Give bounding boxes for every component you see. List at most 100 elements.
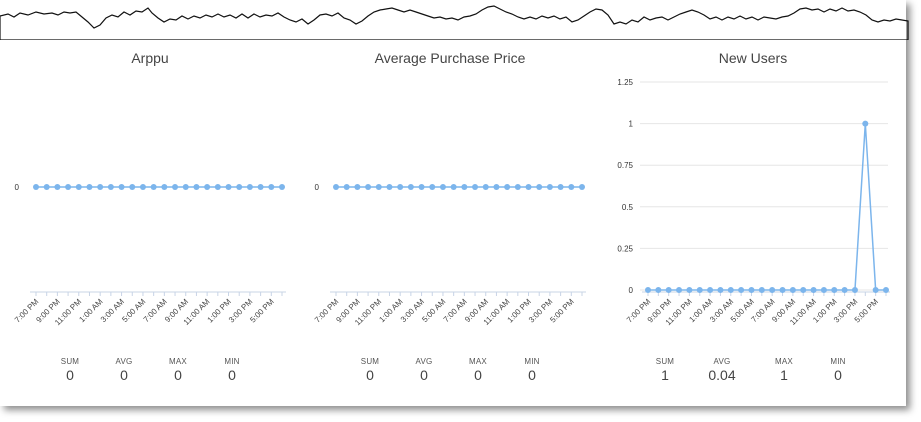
y-tick-label: 0.75: [617, 161, 633, 170]
data-point[interactable]: [504, 184, 511, 190]
stat-min: MIN 0: [202, 357, 262, 383]
data-point[interactable]: [429, 184, 436, 190]
data-point[interactable]: [851, 287, 858, 293]
data-point[interactable]: [717, 287, 724, 293]
stat-max: MAX 0: [448, 357, 508, 383]
x-tick-label: 5:00 PM: [248, 297, 276, 325]
data-point[interactable]: [883, 287, 889, 293]
data-point[interactable]: [820, 287, 827, 293]
data-point[interactable]: [375, 184, 382, 190]
data-point[interactable]: [686, 287, 693, 293]
data-point[interactable]: [86, 184, 93, 190]
data-point[interactable]: [257, 184, 264, 190]
stat-max: MAX 0: [148, 357, 208, 383]
data-point[interactable]: [568, 184, 575, 190]
data-point[interactable]: [107, 184, 114, 190]
data-point[interactable]: [150, 184, 157, 190]
data-point[interactable]: [225, 184, 232, 190]
data-point[interactable]: [707, 287, 714, 293]
data-point[interactable]: [645, 287, 651, 293]
data-point[interactable]: [161, 184, 168, 190]
data-point[interactable]: [365, 184, 372, 190]
data-point[interactable]: [727, 287, 734, 293]
data-point[interactable]: [193, 184, 200, 190]
data-point[interactable]: [461, 184, 468, 190]
data-point[interactable]: [862, 120, 869, 127]
y-tick-label: 1: [629, 120, 634, 129]
chart-panel: New Users 0 0.25 0.5 0.75 1 1.25 7:00 PM 9:00 PM…: [600, 0, 906, 406]
screenshot-frame: Arppu 0 7:00 PM 9:00 PM 11:00 PM 1:00 AM 3:00 …: [13, 0, 906, 406]
data-point[interactable]: [172, 184, 179, 190]
data-point[interactable]: [482, 184, 489, 190]
stat-value: 0: [834, 367, 842, 383]
stat-avg: AVG 0: [394, 357, 454, 383]
stat-max: MAX 1: [754, 357, 814, 383]
torn-paper-edge: [0, 5, 909, 40]
data-point[interactable]: [579, 184, 585, 190]
data-point[interactable]: [236, 184, 243, 190]
data-point[interactable]: [525, 184, 532, 190]
data-point[interactable]: [493, 184, 500, 190]
data-point[interactable]: [748, 287, 755, 293]
stat-sum: SUM 1: [635, 357, 695, 383]
y-tick-label: 0: [15, 183, 20, 192]
data-point[interactable]: [450, 184, 457, 190]
data-point[interactable]: [665, 287, 672, 293]
data-point[interactable]: [546, 184, 553, 190]
data-point[interactable]: [841, 287, 848, 293]
data-point[interactable]: [557, 184, 564, 190]
data-point[interactable]: [810, 287, 817, 293]
data-point[interactable]: [514, 184, 521, 190]
data-point[interactable]: [214, 184, 221, 190]
data-point[interactable]: [769, 287, 776, 293]
data-point[interactable]: [407, 184, 414, 190]
data-point[interactable]: [655, 287, 662, 293]
data-point[interactable]: [204, 184, 211, 190]
data-point[interactable]: [472, 184, 479, 190]
stat-avg: AVG 0.04: [692, 357, 752, 383]
data-point[interactable]: [738, 287, 745, 293]
stat-label: MIN: [524, 357, 540, 366]
data-point[interactable]: [65, 184, 72, 190]
data-point[interactable]: [118, 184, 125, 190]
stat-label: SUM: [655, 357, 675, 366]
data-point[interactable]: [354, 184, 361, 190]
stat-label: MIN: [830, 357, 846, 366]
data-point[interactable]: [75, 184, 82, 190]
data-point[interactable]: [43, 184, 50, 190]
data-point[interactable]: [758, 287, 765, 293]
data-point[interactable]: [386, 184, 393, 190]
data-point[interactable]: [33, 184, 39, 190]
data-point[interactable]: [800, 287, 807, 293]
data-point[interactable]: [536, 184, 543, 190]
data-point[interactable]: [397, 184, 404, 190]
chart-panel: Average Purchase Price 0 7:00 PM 9:00 PM 11:…: [300, 0, 600, 406]
stat-label: AVG: [713, 357, 731, 366]
data-point[interactable]: [97, 184, 104, 190]
data-point[interactable]: [182, 184, 189, 190]
data-point[interactable]: [268, 184, 275, 190]
data-point[interactable]: [279, 184, 285, 190]
stat-value: 0: [66, 367, 74, 383]
data-point[interactable]: [789, 287, 796, 293]
data-point[interactable]: [676, 287, 683, 293]
data-point[interactable]: [333, 184, 339, 190]
data-point[interactable]: [54, 184, 61, 190]
data-point[interactable]: [343, 184, 350, 190]
data-point[interactable]: [872, 287, 879, 293]
data-point[interactable]: [696, 287, 703, 293]
data-point[interactable]: [831, 287, 838, 293]
data-point[interactable]: [779, 287, 786, 293]
data-point[interactable]: [139, 184, 146, 190]
data-point[interactable]: [439, 184, 446, 190]
stat-min: MIN 0: [502, 357, 562, 383]
stat-value: 1: [780, 367, 788, 383]
data-point[interactable]: [129, 184, 136, 190]
stat-value: 1: [661, 367, 669, 383]
stat-label: AVG: [415, 357, 433, 366]
data-point[interactable]: [418, 184, 425, 190]
stat-label: MIN: [224, 357, 240, 366]
data-point[interactable]: [246, 184, 253, 190]
